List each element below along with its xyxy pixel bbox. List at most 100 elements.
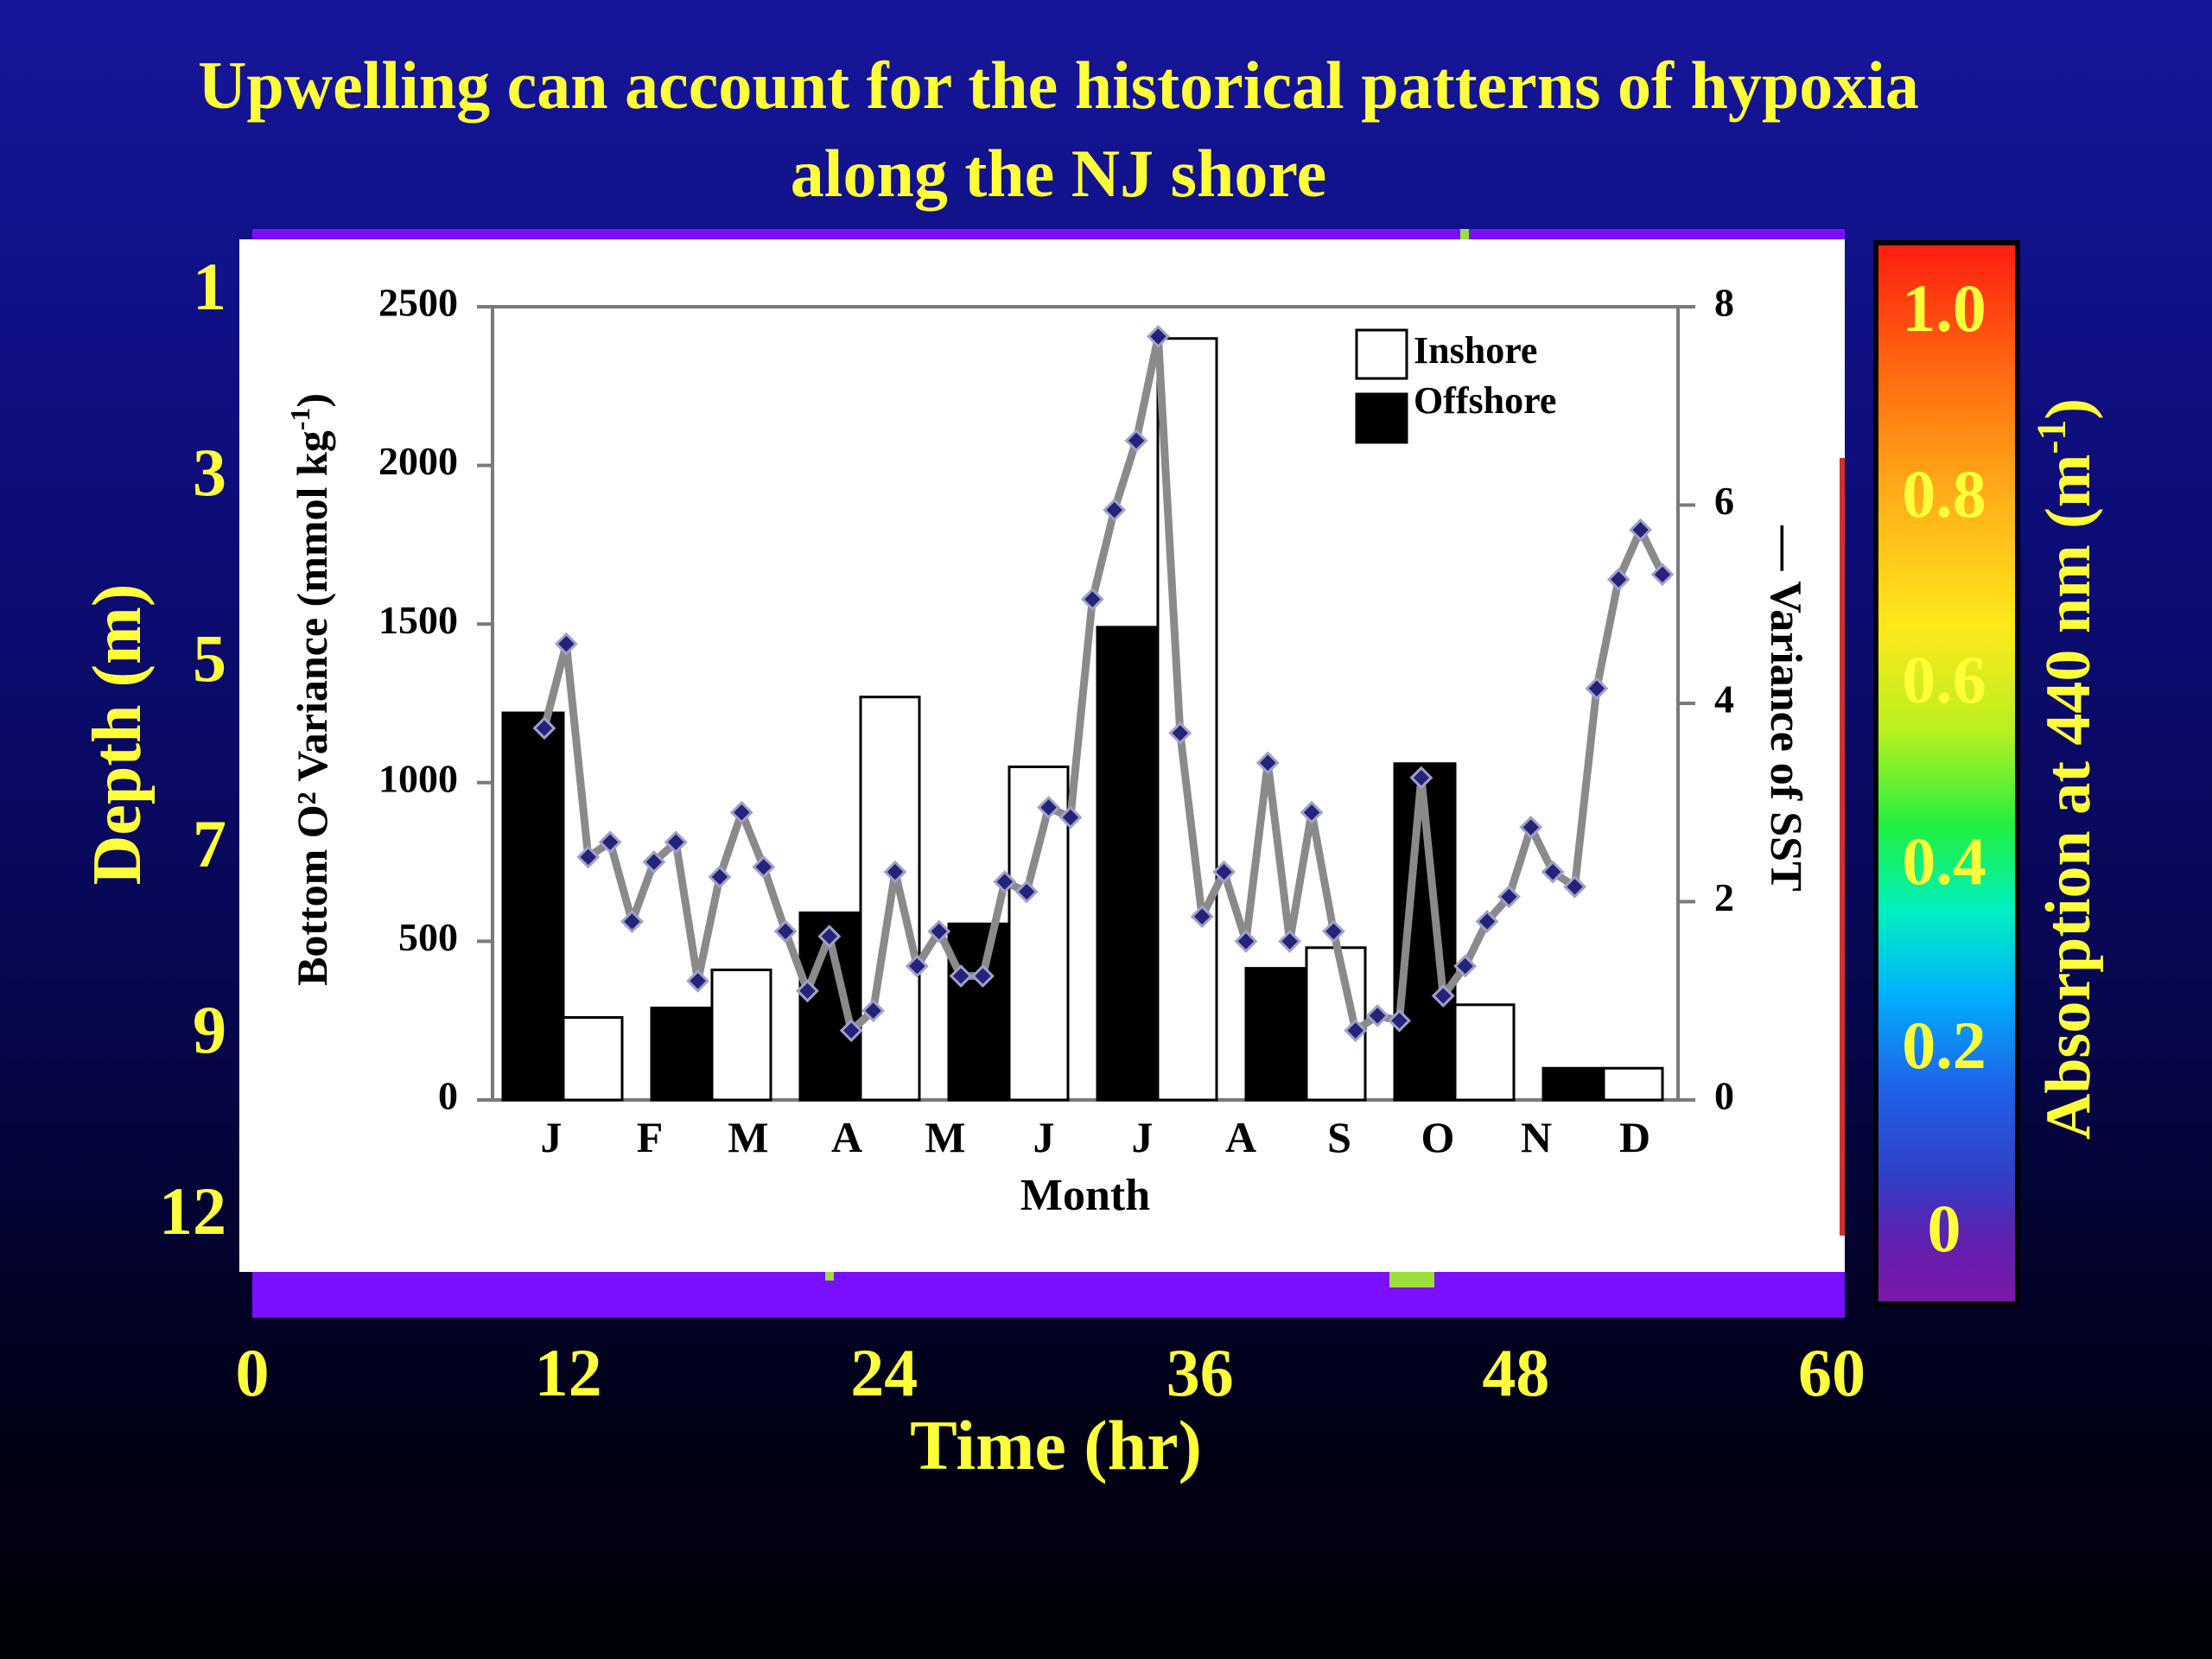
y-axis-title-sup: -1 — [284, 408, 315, 431]
y-axis-title-main: Bottom O² Variance (mmol kg — [288, 430, 336, 986]
sst-point — [1146, 324, 1170, 348]
colorbar-ticks: 1.0 0.8 0.6 0.4 0.2 0 — [1902, 270, 1986, 1266]
sst-point — [1365, 1004, 1389, 1027]
sst-point — [1058, 805, 1083, 830]
y-tick-label: 1500 — [378, 598, 458, 642]
time-tick-label: 60 — [1798, 1335, 1866, 1410]
bars-layer — [501, 337, 1664, 1102]
x-tick-label: M — [925, 1113, 965, 1161]
x-tick-label: J — [1033, 1113, 1055, 1161]
sst-point — [927, 919, 951, 944]
bar-inshore — [710, 968, 772, 1102]
sst-point — [817, 925, 842, 949]
sst-point — [1585, 677, 1609, 701]
time-axis-title: Time (hr) — [910, 1406, 1202, 1484]
y-axis-right: 0 2 4 6 8 — [1678, 281, 1734, 1118]
slide-title: Upwelling can account for the historical… — [0, 41, 2117, 218]
slide-title-line-1: Upwelling can account for the historical… — [198, 48, 1919, 123]
sst-point — [883, 860, 907, 884]
depth-axis-title: Depth (m) — [79, 584, 156, 886]
sst-point — [1080, 588, 1104, 611]
sst-point — [993, 870, 1017, 893]
legend-inshore-swatch — [1355, 328, 1408, 380]
sst-point — [686, 969, 710, 993]
sst-point — [752, 855, 776, 879]
sst-point — [861, 999, 886, 1023]
y2-tick-label: 4 — [1714, 677, 1734, 721]
depth-tick-label: 12 — [159, 1173, 226, 1249]
bar-offshore — [501, 711, 565, 1102]
colorbar-tick-label: 0.6 — [1902, 642, 1986, 717]
time-tick-label: 48 — [1482, 1335, 1549, 1410]
bar-offshore — [650, 1007, 714, 1102]
time-tick-label: 36 — [1166, 1335, 1234, 1410]
colorbar — [1873, 240, 2020, 1306]
sst-point — [708, 865, 732, 889]
y-axis-left: 0 500 1000 1500 2000 2500 — [378, 281, 493, 1118]
y-tick-label: 2500 — [378, 281, 458, 325]
sst-point — [1300, 800, 1324, 824]
sst-point — [1563, 874, 1586, 899]
colorbar-label: Absorption at 440 nm (m-1) — [2029, 398, 2104, 1140]
sst-point — [949, 964, 973, 988]
time-tick-label: 24 — [850, 1335, 918, 1410]
y2-tick-label: 2 — [1714, 875, 1734, 919]
sst-point — [532, 716, 556, 741]
depth-tick-label: 1 — [193, 249, 226, 324]
colorbar-label-sup: -1 — [2029, 420, 2075, 454]
heatmap-patch — [825, 1272, 834, 1281]
bar-inshore — [1602, 1066, 1664, 1102]
depth-tick-label: 9 — [193, 992, 226, 1067]
sst-point — [839, 1019, 863, 1043]
sst-point — [1212, 860, 1236, 884]
sst-point — [1519, 816, 1543, 839]
sst-point — [1014, 880, 1039, 904]
x-axis-title: Month — [1020, 1171, 1150, 1220]
sst-point — [620, 910, 644, 933]
x-tick-label: A — [1225, 1113, 1256, 1161]
bar-inshore — [1156, 337, 1218, 1102]
sst-point — [1497, 885, 1521, 909]
sst-point — [1037, 796, 1061, 819]
x-tick-label: O — [1421, 1113, 1455, 1161]
sst-point — [1321, 919, 1345, 944]
time-tick-label: 12 — [535, 1335, 602, 1410]
sst-point — [1431, 984, 1455, 1007]
sst-point — [1606, 568, 1630, 591]
sst-point — [576, 845, 601, 869]
heatmap-edge — [1840, 458, 1845, 1236]
heatmap-patch — [1460, 229, 1469, 239]
x-tick-label: N — [1521, 1113, 1552, 1161]
sst-point — [1650, 563, 1675, 587]
sst-markers — [532, 324, 1675, 1043]
colorbar-tick-label: 0 — [1928, 1191, 1961, 1266]
x-tick-label: S — [1327, 1113, 1351, 1161]
depth-tick-label: 7 — [193, 806, 226, 881]
sst-variance-line — [540, 332, 1667, 1035]
sst-point — [1278, 929, 1302, 953]
x-tick-label: M — [728, 1113, 768, 1161]
sst-point — [971, 964, 995, 988]
x-tick-label: J — [1132, 1113, 1154, 1161]
y-tick-label: 2000 — [378, 439, 458, 483]
x-tick-label: D — [1619, 1113, 1650, 1161]
sst-point — [1190, 905, 1214, 929]
colorbar-tick-label: 0.2 — [1902, 1007, 1986, 1083]
x-tick-label: J — [541, 1113, 563, 1161]
sst-point — [1168, 721, 1192, 745]
sst-point — [1541, 860, 1565, 884]
colorbar-tick-label: 0.4 — [1902, 823, 1986, 899]
colorbar-label-main: Absorption at 440 nm (m — [2033, 454, 2104, 1140]
sst-point — [796, 979, 819, 1003]
sst-point — [1255, 751, 1280, 775]
x-tick-label: F — [637, 1113, 664, 1161]
sst-point — [1344, 1019, 1368, 1043]
sst-point — [905, 954, 929, 978]
slide-title-line-2: along the NJ shore — [790, 136, 1327, 211]
bar-inshore — [1453, 1003, 1516, 1102]
bar-offshore — [1096, 626, 1160, 1102]
sst-point — [1475, 910, 1499, 933]
sst-point — [1103, 498, 1127, 522]
sst-point — [1124, 429, 1148, 453]
